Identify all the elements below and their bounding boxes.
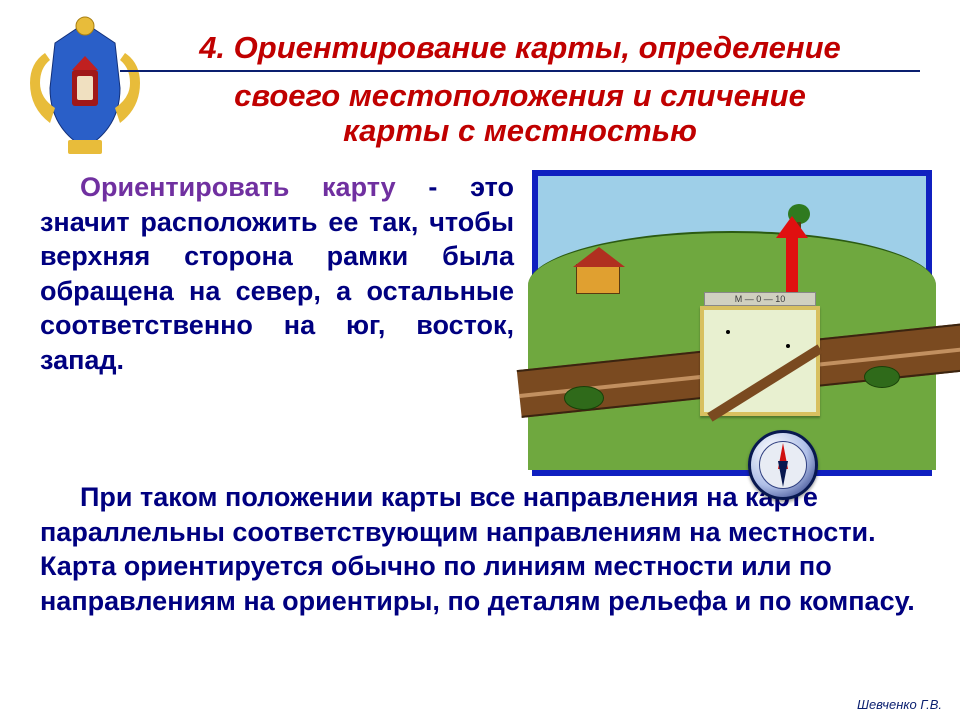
paragraph-2: При таком положении карты все направлени… (40, 480, 920, 618)
house-icon (576, 264, 620, 294)
map-sheet-icon: M — 0 — 10 (700, 306, 820, 416)
para1-lead: Ориентировать карту (80, 172, 396, 202)
author-footer: Шевченко Г.В. (857, 697, 942, 712)
paragraph-1: Ориентировать карту - это значит располо… (40, 170, 514, 476)
bush-icon (564, 386, 604, 410)
title-line-3: карты с местностью (120, 113, 920, 149)
para1-rest: - это значит расположить ее так, чтобы в… (40, 172, 514, 375)
compass-icon (748, 430, 818, 500)
title-divider (120, 70, 920, 72)
map-nomenclature-label: M — 0 — 10 (704, 292, 816, 306)
slide-title: 4. Ориентирование карты, определение сво… (120, 30, 920, 149)
title-line-1: 4. Ориентирование карты, определение (120, 30, 920, 66)
bush-icon (864, 366, 900, 388)
title-line-2: своего местоположения и сличение (120, 78, 920, 114)
orientation-illustration: M — 0 — 10 (532, 170, 932, 476)
